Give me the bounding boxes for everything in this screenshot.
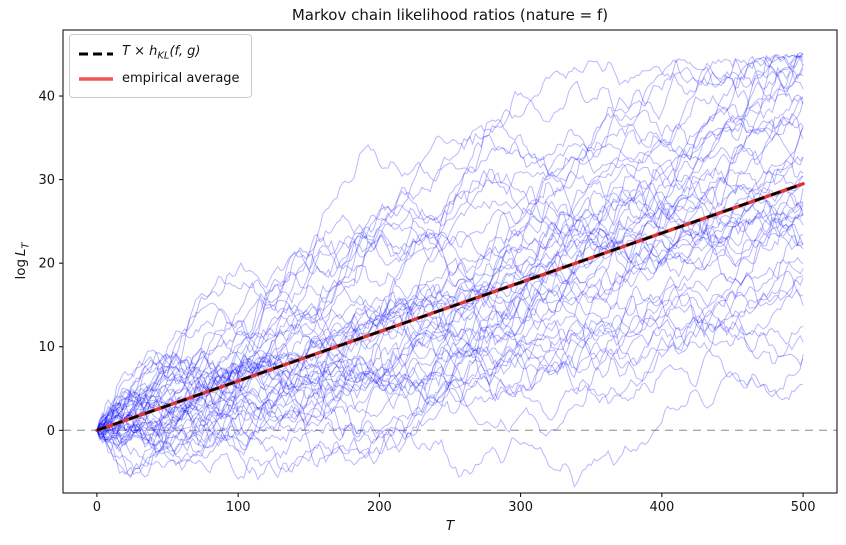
y-axis-label-sub: T (20, 242, 32, 249)
legend-entry-empirical-average: empirical average (79, 68, 240, 90)
trajectory-path (96, 167, 804, 433)
trajectory-path (96, 179, 804, 463)
trajectory-path (96, 215, 804, 477)
y-axis-label-var: L (13, 248, 29, 257)
trajectory-path (96, 347, 804, 478)
trajectory-path (96, 60, 804, 431)
x-tick-label: 200 (367, 500, 392, 515)
trajectory-path (96, 56, 804, 468)
y-tick-label: 30 (38, 173, 55, 188)
y-tick-label: 20 (38, 257, 55, 272)
trajectory-path (96, 53, 804, 448)
y-tick-label: 10 (38, 340, 55, 355)
trajectory-path (96, 205, 804, 434)
legend-label-kl: T × hKL(f, g) (122, 44, 201, 62)
trajectory-path (96, 314, 804, 437)
trajectory-path (96, 100, 804, 431)
trajectory-path (96, 309, 804, 444)
trajectory-path (96, 159, 804, 445)
x-tick-label: 0 (93, 500, 101, 515)
trajectory-path (96, 155, 804, 442)
trajectory-path (96, 286, 804, 442)
trajectory-path (96, 183, 804, 446)
trajectory-path (96, 96, 804, 439)
trajectories-group (96, 51, 804, 488)
trajectory-path (96, 83, 804, 432)
red-line-swatch-icon (79, 76, 113, 81)
trajectory-path (96, 175, 804, 473)
trajectory-path (96, 365, 804, 488)
trajectory-path (96, 188, 804, 431)
trajectory-path (96, 51, 804, 443)
x-tick-label: 500 (791, 500, 816, 515)
x-tick-label: 100 (226, 500, 251, 515)
trajectory-path (96, 204, 804, 431)
trajectory-path (96, 126, 804, 440)
trajectory-path (96, 275, 804, 431)
y-axis-label: log LT (13, 228, 32, 294)
trajectory-path (96, 169, 804, 453)
trajectory-path (96, 115, 804, 431)
chart-title: Markov chain likelihood ratios (nature =… (291, 6, 609, 24)
trajectory-path (96, 53, 804, 450)
legend-label-average: empirical average (122, 70, 240, 86)
trajectory-path (96, 201, 804, 444)
kl-reference-line (96, 182, 804, 432)
x-axis-label: T (445, 518, 455, 534)
dashed-line-swatch-icon (79, 52, 113, 56)
trajectory-path (96, 198, 804, 454)
y-tick-label: 40 (38, 90, 55, 105)
trajectory-path (96, 234, 804, 438)
y-axis-label-log: log (13, 258, 29, 280)
legend: T × hKL(f, g) empirical average (69, 34, 252, 98)
trajectory-path (96, 53, 804, 434)
trajectory-path (96, 285, 804, 481)
trajectory-path (96, 55, 804, 435)
trajectory-path (96, 256, 804, 476)
trajectory-path (96, 261, 804, 456)
y-tick-label: 0 (47, 424, 55, 439)
trajectory-path (96, 113, 804, 431)
trajectory-path (96, 55, 804, 432)
trajectory-path (96, 57, 804, 438)
x-tick-label: 300 (508, 500, 533, 515)
trajectory-path (96, 266, 804, 468)
trajectory-path (96, 67, 804, 432)
trajectory-path (96, 196, 804, 480)
trajectory-path (96, 277, 804, 439)
trajectory-path (96, 54, 804, 432)
trajectory-path (96, 127, 804, 445)
legend-entry-kl-line: T × hKL(f, g) (79, 41, 240, 68)
axes-frame (62, 29, 838, 494)
x-tick-label: 400 (649, 500, 674, 515)
trajectory-path (96, 96, 804, 447)
trajectory-path (96, 220, 804, 431)
trajectory-path (96, 199, 804, 439)
